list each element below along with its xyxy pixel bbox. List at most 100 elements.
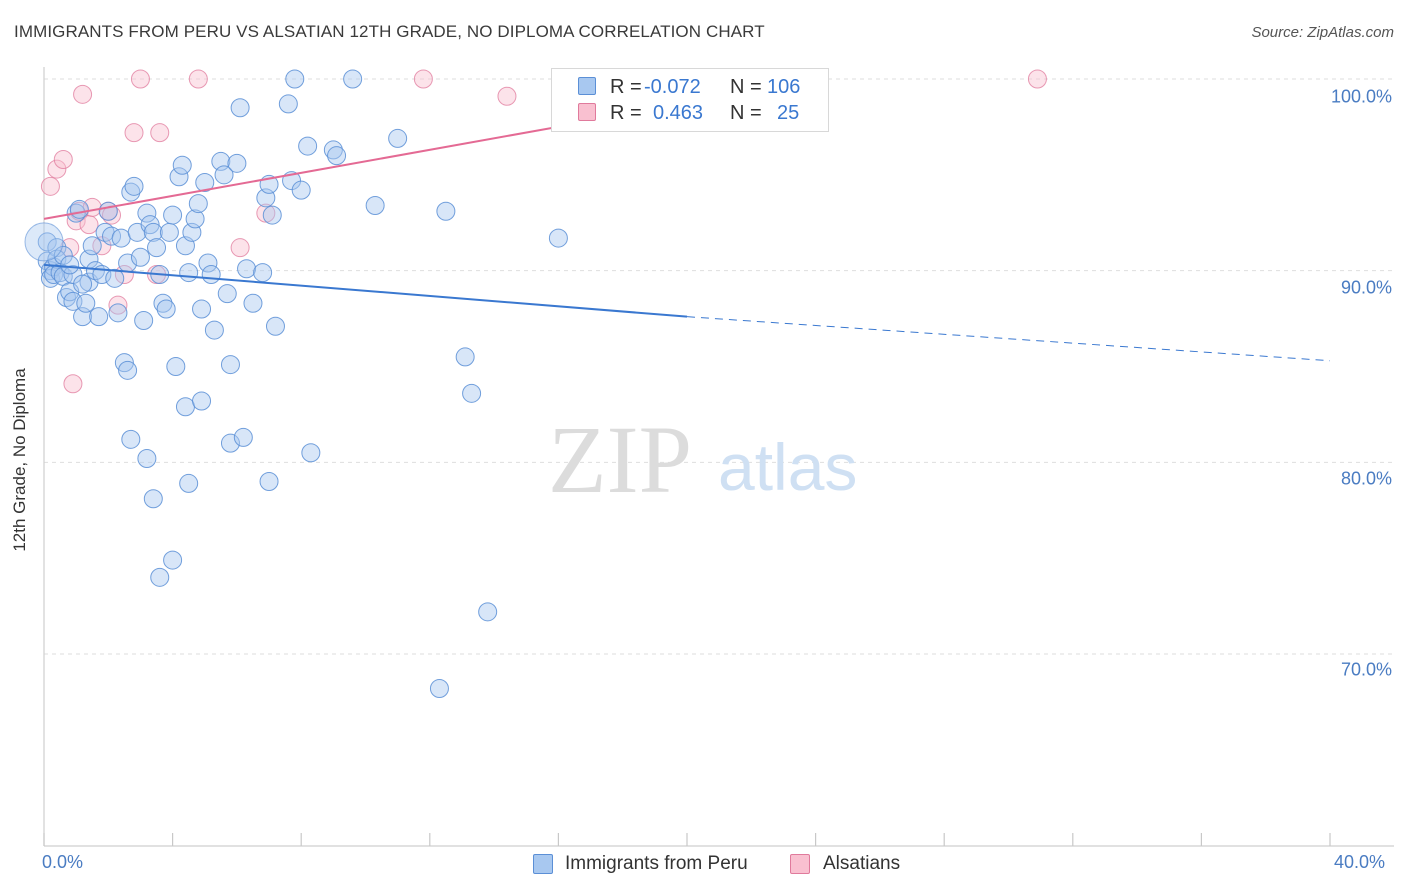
alsatians-point [73,84,93,104]
legend-n-label: N = [730,76,762,98]
legend-n-label: N = [730,102,762,124]
peru-point [253,263,273,283]
peru-point [298,136,318,156]
alsatians-point [124,123,144,143]
peru-point [230,98,250,118]
peru-point [76,293,96,313]
peru-point [124,176,144,196]
peru-point [163,550,183,570]
watermark: ZIP atlas [548,406,857,513]
peru-point [140,215,160,235]
x-tick-label: 0.0% [42,852,84,872]
peru-point [195,173,215,192]
legend-swatch-peru [533,854,553,874]
peru-point [192,299,212,319]
peru-point [291,180,311,200]
alsatians-point [188,69,208,89]
alsatians-point [150,123,170,143]
peru-point [237,259,257,279]
peru-points [24,69,568,698]
peru-point [169,167,189,187]
peru-point [233,427,253,447]
peru-point [111,228,131,248]
alsatians-point [63,374,83,394]
legend-swatch-peru [578,77,596,95]
peru-point [198,253,218,273]
peru-point [462,383,482,403]
y-tick-label: 90.0% [1340,277,1392,298]
peru-point [388,128,408,148]
legend-r-label: R = [610,102,642,124]
peru-point [114,353,134,373]
peru-point [47,238,67,258]
peru-point [327,146,347,166]
alsatians-point [108,295,128,315]
legend-r-value: 0.463 [653,102,704,124]
peru-point [147,238,167,258]
peru-point [214,165,234,185]
peru-point [365,196,385,215]
peru-point [69,199,89,219]
peru-point [220,355,240,375]
legend-r-label: R = [610,76,642,98]
peru-point [262,205,282,225]
peru-point [73,274,93,294]
alsatians-point [413,69,433,89]
legend-row-peru: R = -0.072 N = 106 [552,74,828,100]
peru-point [478,602,498,622]
legend-r-value: -0.072 [644,76,701,98]
peru-point [179,473,199,493]
peru-point [53,245,73,265]
axes [43,67,1394,847]
legend-n-value: 25 [777,102,800,124]
peru-point [227,153,247,173]
peru-point [278,94,298,114]
peru-point [137,449,157,468]
peru-point [102,226,122,246]
gridlines [44,78,1394,655]
peru-point [143,222,163,242]
peru-point [179,263,199,283]
legend-label-peru: Immigrants from Peru [565,853,748,874]
watermark-zip: ZIP [548,406,692,513]
legend-row-alsatians: R = 0.463 N = 25 [552,100,828,126]
y-tick-label: 70.0% [1340,659,1392,680]
alsatians-point [47,159,67,179]
source-label: Source: ZipAtlas.com [1251,24,1394,41]
peru-point [265,316,285,336]
peru-point [204,320,224,340]
peru-point [153,293,173,313]
peru-point [175,397,195,417]
alsatians-point [1027,69,1047,89]
peru-point [121,429,141,449]
legend-n-value: 106 [767,76,801,98]
peru-point [163,205,183,225]
alsatians-point [53,150,73,169]
peru-point [60,255,80,275]
alsatians-point [497,86,517,106]
legend-swatch-alsatians [790,854,810,874]
peru-point [192,391,212,411]
peru-point [436,201,456,221]
peru-point [143,489,163,509]
peru-point [156,299,176,319]
peru-point [121,182,141,202]
peru-point [166,357,186,376]
y-axis-label: 12th Grade, No Diploma [10,368,29,552]
peru-point [323,140,343,160]
peru-point [217,284,237,304]
peru-point [188,194,208,214]
peru-point [301,443,321,463]
peru-point [172,155,192,175]
chart-title: IMMIGRANTS FROM PERU VS ALSATIAN 12TH GR… [14,22,765,41]
watermark-atlas: atlas [718,430,857,504]
peru-point [285,69,305,89]
peru-point [455,347,475,367]
peru-point [118,360,138,380]
peru-point [220,433,240,453]
peru-trend-line [43,263,688,318]
alsatians-point [130,69,150,89]
legend-swatch-alsatians [578,103,596,121]
peru-point [108,303,128,323]
peru-point [201,265,221,284]
